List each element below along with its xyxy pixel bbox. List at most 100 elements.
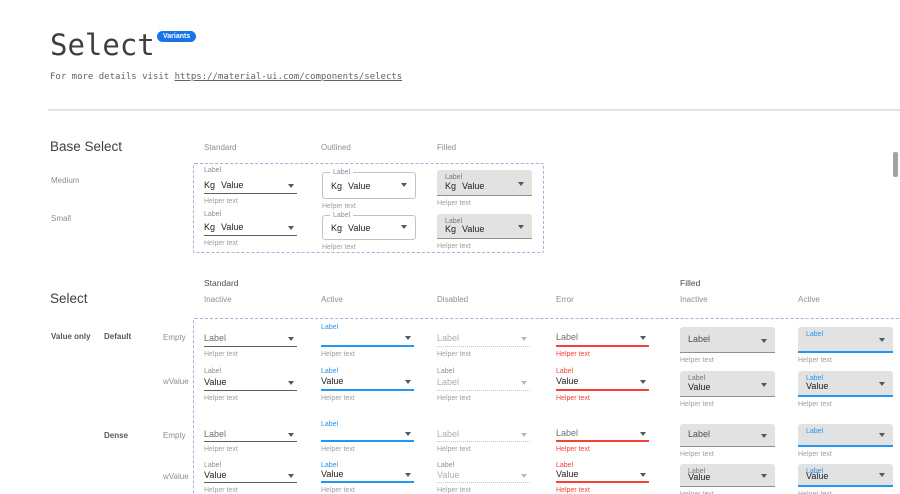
chevron-down-icon [405, 432, 411, 436]
chevron-down-icon [518, 225, 524, 229]
select-label: Label [437, 462, 455, 469]
select-value: Kg Value [331, 222, 371, 233]
base-outlined-small-select[interactable]: Label Kg Value Helper text [322, 212, 416, 251]
select-value: Value [204, 470, 227, 480]
select-standard-error-wvalue[interactable]: Label Value Helper text [556, 368, 649, 402]
select-filled-active-empty[interactable]: Label Helper text [798, 327, 893, 364]
select-dense-standard-active-empty[interactable]: Label Helper text [321, 421, 414, 453]
select-label: Label [806, 428, 824, 435]
select-standard-inactive-wvalue[interactable]: Label Value Helper text [204, 368, 297, 402]
select-label: Label [321, 324, 339, 331]
row-state-wvalue-dense: wValue [163, 472, 189, 481]
select-label: Label [688, 429, 711, 439]
chevron-down-icon [288, 226, 294, 230]
select-value: Value [321, 376, 344, 386]
chevron-down-icon [761, 434, 767, 438]
chevron-down-icon [879, 473, 885, 477]
select-label: Label [445, 218, 463, 225]
select-dense-standard-error-wvalue[interactable]: Label Value Helper text [556, 462, 649, 494]
base-standard-small-select[interactable]: Label Kg Value Helper text [204, 211, 297, 247]
select-dense-standard-active-wvalue[interactable]: Label Value Helper text [321, 462, 414, 494]
chevron-down-icon [879, 433, 885, 437]
row-type-dense: Dense [104, 431, 129, 440]
helper-text: Helper text [322, 203, 356, 210]
chevron-down-icon [288, 381, 294, 385]
page-title: Select [50, 28, 155, 62]
base-outlined-medium-select[interactable]: Label Kg Value Helper text [322, 169, 416, 210]
select-label: Label [204, 429, 227, 439]
helper-text: Helper text [680, 491, 775, 494]
select-value: Value [204, 377, 227, 387]
chevron-down-icon [640, 336, 646, 340]
helper-text: Helper text [437, 395, 471, 402]
select-value: Kg Value [445, 181, 485, 191]
select-value: Value [806, 381, 829, 391]
select-label: Label [556, 462, 574, 469]
row-group-value-only: Value only [51, 332, 91, 341]
select-value: Value [688, 382, 711, 392]
chevron-down-icon [640, 473, 646, 477]
chevron-down-icon [521, 381, 527, 385]
select-label: Label [437, 333, 460, 343]
select-dense-filled-inactive-empty[interactable]: Label Helper text [680, 424, 775, 458]
select-filled-active-wvalue[interactable]: Label Value Helper text [798, 371, 893, 408]
chevron-down-icon [521, 474, 527, 478]
header-divider [48, 109, 900, 111]
base-standard-medium-select[interactable]: Label Kg Value Helper text [204, 167, 297, 205]
select-filled-inactive-wvalue[interactable]: Label Value Helper text [680, 371, 775, 408]
select-dense-standard-error-empty[interactable]: Label Helper text [556, 428, 649, 453]
select-dense-standard-inactive-wvalue[interactable]: Label Value Helper text [204, 462, 297, 494]
select-dense-standard-inactive-empty[interactable]: Label Helper text [204, 429, 297, 453]
helper-text: Helper text [556, 351, 590, 358]
chevron-down-icon [521, 337, 527, 341]
chevron-down-icon [761, 383, 767, 387]
select-value: Value [321, 469, 344, 479]
col-std-disabled: Disabled [437, 295, 469, 304]
helper-text: Helper text [204, 240, 238, 247]
helper-text: Helper text [321, 446, 355, 453]
select-label: Label [437, 368, 455, 375]
chevron-down-icon [288, 184, 294, 188]
select-label: Label [688, 468, 706, 475]
col-std-inactive: Inactive [204, 295, 232, 304]
base-filled-small-select[interactable]: Label Kg Value Helper text [437, 214, 532, 250]
docs-link[interactable]: https://material-ui.com/components/selec… [174, 72, 403, 82]
select-standard-active-empty[interactable]: Label Helper text [321, 324, 414, 358]
variants-badge: Variants [157, 31, 197, 42]
select-standard-active-wvalue[interactable]: Label Value Helper text [321, 368, 414, 402]
chevron-down-icon [761, 339, 767, 343]
helper-text: Helper text [798, 401, 832, 408]
base-row-medium: Medium [51, 176, 80, 185]
select-label: Label [204, 368, 222, 375]
col-filled-active: Active [798, 295, 820, 304]
select-value: Value [556, 469, 579, 479]
helper-text: Helper text [321, 487, 355, 494]
helper-text: Helper text [798, 491, 893, 494]
select-filled-inactive-empty[interactable]: Label Helper text [680, 327, 775, 364]
select-standard-inactive-empty[interactable]: Label Helper text [204, 333, 297, 358]
select-value: Kg Value [204, 180, 244, 190]
select-value: Value [437, 470, 460, 480]
chevron-down-icon [518, 182, 524, 186]
select-standard-error-empty[interactable]: Label Helper text [556, 332, 649, 358]
base-row-small: Small [51, 214, 72, 223]
chevron-down-icon [405, 473, 411, 477]
helper-text: Helper text [556, 487, 590, 494]
group-standard: Standard [204, 278, 239, 288]
select-dense-filled-active-empty[interactable]: Label Helper text [798, 424, 893, 458]
select-dense-standard-disabled-empty: Label Helper text [437, 429, 530, 453]
base-filled-medium-select[interactable]: Label Kg Value Helper text [437, 170, 532, 207]
select-value: Value [556, 376, 579, 386]
col-std-error: Error [556, 295, 574, 304]
helper-text: Helper text [798, 451, 832, 458]
subtitle: For more details visit https://material-… [50, 72, 402, 82]
col-std-active: Active [321, 295, 343, 304]
vertical-scrollbar-thumb[interactable] [893, 152, 898, 177]
base-col-outlined: Outlined [321, 143, 351, 152]
base-select-frame [193, 163, 544, 253]
chevron-down-icon [288, 433, 294, 437]
helper-text: Helper text [437, 200, 471, 207]
